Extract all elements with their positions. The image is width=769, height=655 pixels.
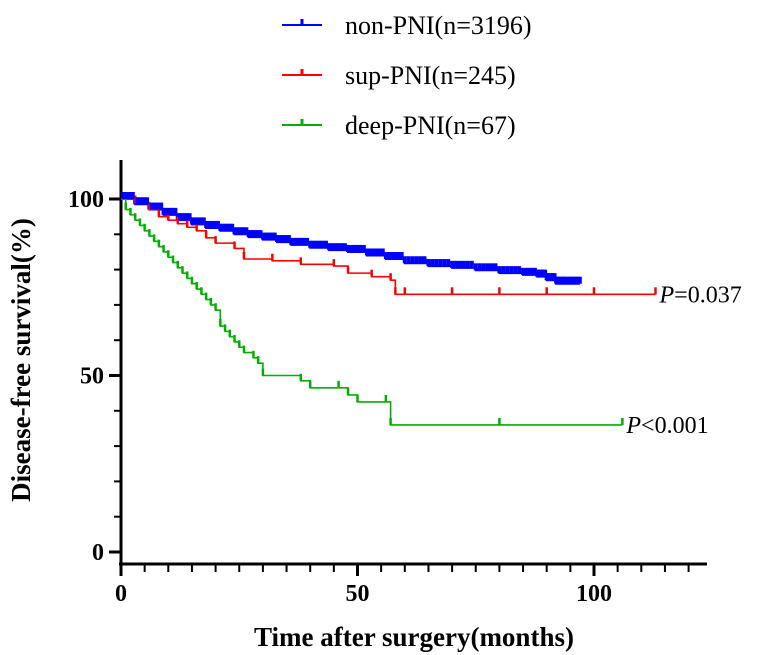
y-tick-label-50: 50 xyxy=(80,364,104,390)
x-tick-label-50: 50 xyxy=(346,581,370,607)
axes: 0 50 100 0 50 100 xyxy=(68,160,707,607)
series-layer xyxy=(121,192,657,426)
p-value-annotation: P<0.001 xyxy=(625,413,708,439)
x-tick-label-0: 0 xyxy=(115,581,127,607)
p-value-annotation: P=0.037 xyxy=(658,282,741,308)
x-axis-ticks: 0 50 100 xyxy=(115,564,690,607)
legend-item-non-pni: non-PNI(n=3196) xyxy=(282,11,532,40)
y-axis-title: Disease-free survival(%) xyxy=(6,218,36,502)
y-tick-label-0: 0 xyxy=(92,540,104,566)
legend-label-deep-pni: deep-PNI(n=67) xyxy=(345,111,516,140)
legend-label-sup-pni: sup-PNI(n=245) xyxy=(345,61,516,90)
x-axis-title: Time after surgery(months) xyxy=(254,622,574,652)
x-tick-label-100: 100 xyxy=(576,581,612,607)
legend: non-PNI(n=3196) sup-PNI(n=245) deep-PNI(… xyxy=(282,11,532,140)
y-axis-ticks: 0 50 100 xyxy=(68,187,121,566)
annotations: P=0.037 P<0.001 xyxy=(625,282,741,439)
legend-label-non-pni: non-PNI(n=3196) xyxy=(345,11,532,40)
y-tick-label-100: 100 xyxy=(68,187,104,213)
legend-item-deep-pni: deep-PNI(n=67) xyxy=(282,111,516,140)
legend-item-sup-pni: sup-PNI(n=245) xyxy=(282,61,516,90)
series-line-deep-pni xyxy=(121,198,623,426)
